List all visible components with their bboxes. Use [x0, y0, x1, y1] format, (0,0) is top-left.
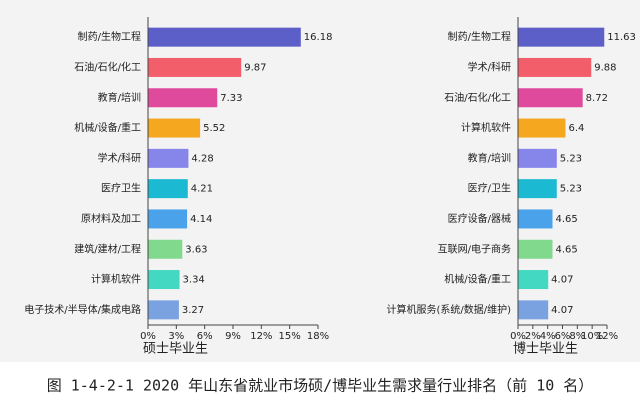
value-label: 3.27 [182, 305, 204, 316]
y-tick-label: 互联网/电子商务 [438, 242, 511, 255]
bar [148, 88, 218, 108]
x-tick-label: 9% [225, 331, 241, 342]
y-tick-label: 教育/培训 [468, 151, 511, 164]
x-tick-label: 6% [197, 331, 213, 342]
y-tick-label: 电子技术/半导体/集成电路 [24, 303, 141, 316]
value-label: 4.07 [551, 305, 573, 316]
y-tick-label: 建筑/建材/工程 [74, 242, 141, 255]
x-tick-label: 10% [581, 331, 603, 342]
bar [518, 209, 553, 229]
y-tick-label: 医疗/卫生 [468, 182, 511, 195]
value-label: 4.14 [190, 214, 212, 225]
x-tick-label: 18% [307, 331, 329, 342]
y-tick-label: 制药/生物工程 [78, 30, 141, 43]
x-axis-label: 博士毕业生 [513, 342, 578, 357]
value-label: 8.72 [586, 93, 608, 104]
value-label: 3.63 [185, 244, 207, 255]
bar [148, 270, 180, 290]
y-tick-label: 石油/石化/化工 [444, 91, 511, 104]
value-label: 7.33 [220, 93, 242, 104]
bar [518, 148, 557, 168]
x-axis-label: 硕士毕业生 [143, 342, 208, 357]
bar [518, 239, 553, 259]
value-label: 5.23 [560, 153, 582, 164]
bar [148, 179, 188, 199]
bar [148, 57, 242, 77]
bar [148, 148, 189, 168]
y-tick-label: 石油/石化/化工 [74, 60, 141, 73]
value-label: 3.34 [183, 275, 205, 286]
value-label: 4.28 [191, 153, 213, 164]
x-tick-label: 15% [279, 331, 301, 342]
value-label: 9.87 [244, 62, 266, 73]
x-tick-label: 12% [250, 331, 272, 342]
x-tick-label: 2% [525, 331, 541, 342]
bar [148, 118, 201, 138]
bar [148, 27, 301, 47]
y-tick-label: 计算机软件 [91, 273, 141, 286]
x-tick-label: 6% [555, 331, 571, 342]
y-tick-label: 计算机服务(系统/数据/维护) [386, 303, 511, 316]
value-label: 5.52 [203, 123, 225, 134]
value-label: 6.4 [568, 123, 584, 134]
value-label: 4.21 [191, 184, 213, 195]
bar [518, 300, 549, 320]
y-tick-label: 学术/科研 [468, 60, 511, 73]
bar [518, 88, 583, 108]
bar [518, 118, 566, 138]
value-label: 9.88 [594, 62, 616, 73]
y-tick-label: 机械/设备/重工 [444, 273, 511, 286]
y-tick-label: 原材料及加工 [81, 212, 141, 225]
bar [148, 209, 188, 229]
bar [518, 27, 605, 47]
bar [518, 179, 557, 199]
x-tick-label: 0% [510, 331, 526, 342]
y-tick-label: 医疗设备/器械 [448, 212, 511, 225]
caption: 图 1-4-2-1 2020 年山东省就业市场硕/博毕业生需求量行业排名（前 1… [47, 377, 594, 395]
bar [518, 270, 549, 290]
y-tick-label: 制药/生物工程 [448, 30, 511, 43]
value-label: 4.65 [555, 244, 577, 255]
value-label: 5.23 [560, 184, 582, 195]
x-tick-label: 8% [569, 331, 585, 342]
bar [148, 300, 179, 320]
x-tick-label: 12% [596, 331, 618, 342]
x-tick-label: 4% [540, 331, 556, 342]
x-tick-label: 0% [140, 331, 156, 342]
y-tick-label: 机械/设备/重工 [74, 121, 141, 134]
value-label: 4.07 [551, 275, 573, 286]
value-label: 16.18 [304, 32, 333, 43]
bar [518, 57, 592, 77]
value-label: 11.63 [607, 32, 636, 43]
y-tick-label: 教育/培训 [98, 91, 141, 104]
y-tick-label: 学术/科研 [98, 151, 141, 164]
value-label: 4.65 [555, 214, 577, 225]
x-tick-label: 3% [168, 331, 184, 342]
bar [148, 239, 183, 259]
y-tick-label: 计算机软件 [461, 121, 511, 134]
y-tick-label: 医疗卫生 [101, 182, 141, 195]
